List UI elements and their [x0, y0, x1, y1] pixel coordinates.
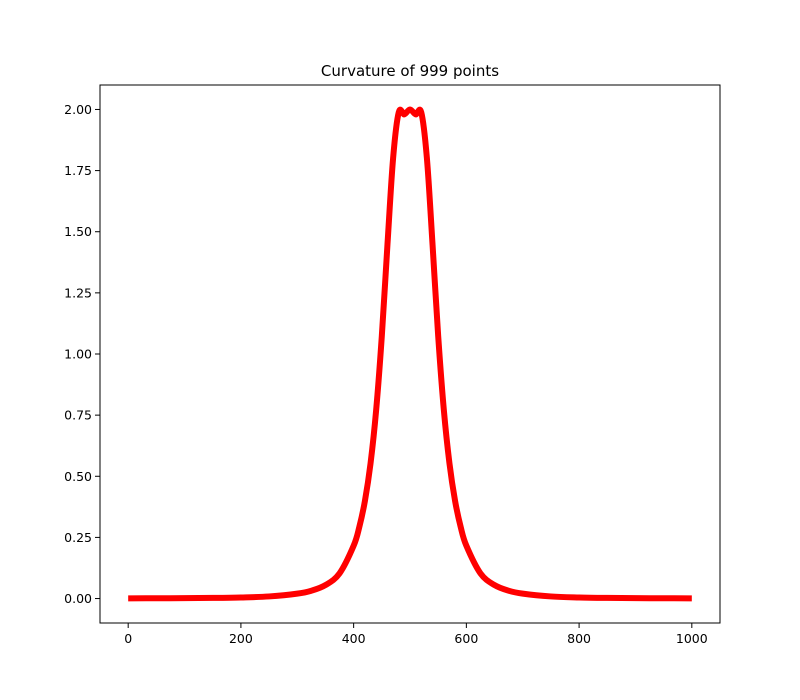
- x-tick-label: 600: [454, 631, 478, 646]
- y-tick-label: 1.50: [64, 224, 92, 239]
- y-tick-label: 0.75: [64, 408, 92, 423]
- y-tick-label: 1.75: [64, 163, 92, 178]
- plot-area: [128, 106, 692, 602]
- x-tick-label: 400: [342, 631, 366, 646]
- y-tick-label: 0.50: [64, 469, 92, 484]
- x-axis: 0 200 400 600 800 1000: [124, 623, 708, 646]
- x-tick-label: 0: [124, 631, 132, 646]
- x-tick-label: 800: [567, 631, 591, 646]
- chart-title: Curvature of 999 points: [321, 62, 499, 80]
- x-tick-label: 1000: [676, 631, 708, 646]
- y-axis: 0.00 0.25 0.50 0.75 1.00 1.25 1.50 1.75 2.00: [64, 102, 100, 606]
- y-tick-label: 2.00: [64, 102, 92, 117]
- y-tick-label: 1.00: [64, 347, 92, 362]
- series-line-0: [128, 106, 692, 602]
- x-tick-label: 200: [229, 631, 253, 646]
- y-tick-label: 1.25: [64, 285, 92, 300]
- y-tick-label: 0.25: [64, 530, 92, 545]
- y-tick-label: 0.00: [64, 591, 92, 606]
